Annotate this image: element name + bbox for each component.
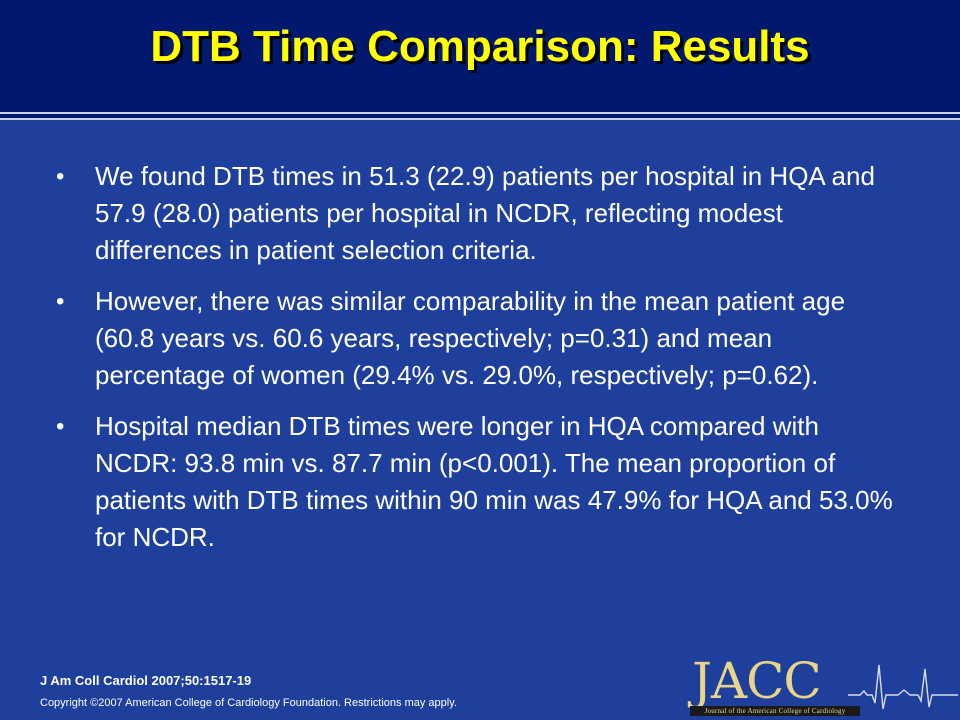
bullet-marker: • [56, 163, 65, 190]
slide-title: DTB Time Comparison: Results [150, 22, 810, 71]
bullet-item: • We found DTB times in 51.3 (22.9) pati… [56, 158, 906, 269]
ecg-trace-icon [848, 664, 958, 710]
title-divider [0, 112, 960, 120]
logo-wordmark: JACC [692, 652, 822, 710]
bullet-item: • However, there was similar comparabili… [56, 283, 906, 394]
bullet-marker: • [56, 288, 65, 315]
jacc-logo: JACC Journal of the American College of … [688, 652, 960, 720]
title-bar: DTB Time Comparison: Results [0, 0, 960, 112]
logo-subtitle: Journal of the American College of Cardi… [690, 706, 860, 716]
copyright-notice: Copyright ©2007 American College of Card… [40, 697, 457, 709]
bullet-marker: • [56, 413, 65, 440]
bullet-text: We found DTB times in 51.3 (22.9) patien… [95, 161, 875, 265]
journal-citation: J Am Coll Cardiol 2007;50:1517-19 [40, 673, 252, 688]
bullet-text: However, there was similar comparability… [95, 286, 846, 390]
bullet-item: • Hospital median DTB times were longer … [56, 408, 906, 556]
bullet-text: Hospital median DTB times were longer in… [95, 411, 893, 552]
bullet-list: • We found DTB times in 51.3 (22.9) pati… [56, 158, 906, 570]
